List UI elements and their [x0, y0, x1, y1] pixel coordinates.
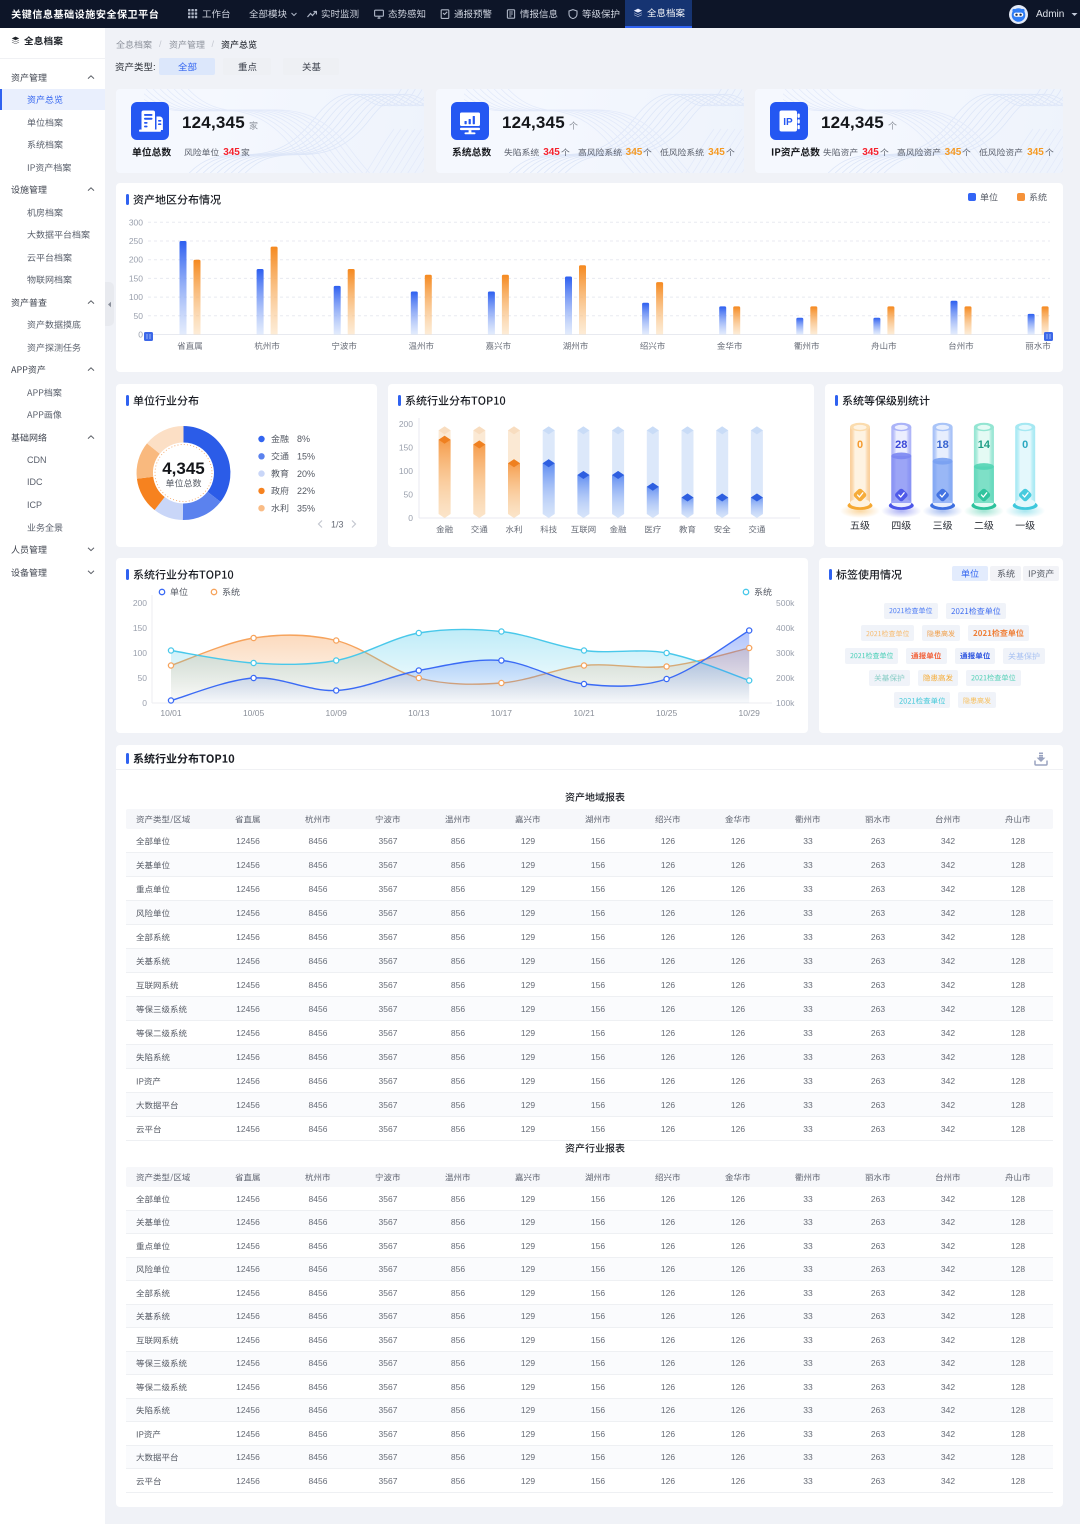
svg-text:0: 0 [857, 439, 863, 451]
svg-text:10/29: 10/29 [739, 708, 761, 718]
svg-text:18: 18 [936, 439, 948, 451]
svg-text:300: 300 [129, 217, 143, 227]
svg-text:10/09: 10/09 [326, 708, 348, 718]
svg-text:IP: IP [783, 117, 793, 128]
svg-text:100: 100 [129, 292, 143, 302]
svg-text:500k: 500k [776, 598, 795, 608]
svg-text:200k: 200k [776, 673, 795, 683]
svg-text:100k: 100k [776, 698, 795, 708]
svg-text:20%: 20% [297, 469, 315, 479]
svg-text:8%: 8% [297, 434, 310, 444]
svg-text:0: 0 [1022, 439, 1028, 451]
svg-text:200: 200 [399, 419, 413, 429]
svg-text:150: 150 [133, 623, 147, 633]
svg-text:0: 0 [138, 330, 143, 340]
svg-text:150: 150 [129, 273, 143, 283]
svg-text:10/13: 10/13 [408, 708, 430, 718]
svg-text:1/3: 1/3 [331, 520, 344, 530]
svg-text:10/25: 10/25 [656, 708, 678, 718]
svg-text:50: 50 [404, 490, 414, 500]
svg-text:22%: 22% [297, 486, 315, 496]
svg-text:250: 250 [129, 236, 143, 246]
svg-text:10/01: 10/01 [160, 708, 182, 718]
svg-text:50: 50 [138, 673, 148, 683]
svg-text:4,345: 4,345 [162, 459, 205, 478]
svg-text:10/05: 10/05 [243, 708, 265, 718]
svg-text:10/21: 10/21 [573, 708, 595, 718]
svg-text:35%: 35% [297, 503, 315, 513]
svg-text:300k: 300k [776, 648, 795, 658]
svg-text:100: 100 [133, 648, 147, 658]
svg-text:0: 0 [408, 513, 413, 523]
svg-text:0: 0 [142, 698, 147, 708]
svg-text:200: 200 [133, 598, 147, 608]
svg-text:15%: 15% [297, 452, 315, 462]
svg-text:14: 14 [978, 439, 991, 451]
svg-text:100: 100 [399, 466, 413, 476]
svg-text:200: 200 [129, 255, 143, 265]
svg-text:28: 28 [895, 439, 907, 451]
svg-text:50: 50 [134, 311, 144, 321]
svg-text:10/17: 10/17 [491, 708, 513, 718]
svg-text:400k: 400k [776, 623, 795, 633]
svg-text:150: 150 [399, 443, 413, 453]
